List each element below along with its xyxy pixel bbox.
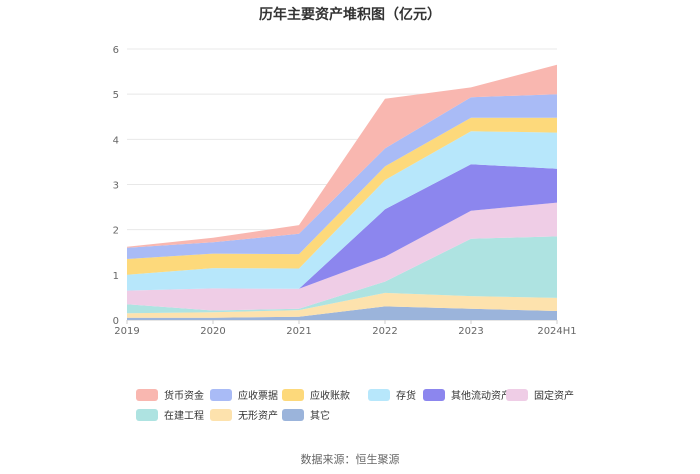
- legend-item[interactable]: 其他流动资产: [423, 387, 511, 402]
- y-tick-label: 4: [113, 135, 119, 146]
- area-series: [127, 94, 557, 259]
- y-tick-label: 2: [113, 226, 119, 237]
- y-tick-label: 1: [113, 271, 119, 282]
- legend-item[interactable]: 在建工程: [136, 407, 204, 422]
- area-series: [127, 292, 557, 318]
- legend-label: 其他流动资产: [451, 391, 511, 402]
- legend-item[interactable]: 应收账款: [282, 387, 350, 402]
- legend-item[interactable]: 无形资产: [210, 407, 278, 422]
- legend-label: 货币资金: [164, 391, 204, 402]
- x-tick-label: 2021: [286, 326, 311, 337]
- legend-swatch: [210, 408, 232, 421]
- y-tick-label: 5: [113, 90, 119, 101]
- legend-label: 应收账款: [310, 391, 350, 402]
- legend-label: 固定资产: [534, 391, 574, 402]
- area-series: [127, 202, 557, 311]
- x-tick-label: 2023: [458, 326, 483, 337]
- legend-item[interactable]: 货币资金: [136, 387, 204, 402]
- area-series: [127, 64, 557, 248]
- legend-swatch: [506, 388, 528, 401]
- chart-title: 历年主要资产堆积图（亿元）: [259, 7, 441, 23]
- legend-swatch: [282, 408, 304, 421]
- legend-item[interactable]: 存货: [368, 387, 416, 402]
- x-tick-label: 2024H1: [537, 326, 576, 337]
- area-series: [127, 164, 557, 291]
- legend-label: 存货: [396, 391, 416, 402]
- legend-label: 其它: [310, 411, 330, 422]
- area-series: [127, 236, 557, 314]
- legend-swatch: [368, 388, 390, 401]
- legend-item[interactable]: 固定资产: [506, 387, 574, 402]
- x-tick-label: 2019: [114, 326, 139, 337]
- legend-label: 应收票据: [238, 391, 278, 402]
- area-series: [127, 306, 557, 320]
- x-tick-label: 2022: [372, 326, 397, 337]
- data-source: 数据来源：恒生聚源: [300, 453, 400, 466]
- legend-swatch: [136, 408, 158, 421]
- legend-swatch: [282, 388, 304, 401]
- x-tick-label: 2020: [200, 326, 225, 337]
- legend-item[interactable]: 应收票据: [210, 387, 278, 402]
- legend-swatch: [136, 388, 158, 401]
- legend-label: 在建工程: [164, 411, 204, 422]
- legend-swatch: [423, 388, 445, 401]
- legend-item[interactable]: 其它: [282, 407, 330, 422]
- legend-swatch: [210, 388, 232, 401]
- y-tick-label: 0: [113, 316, 119, 327]
- y-tick-label: 3: [113, 181, 119, 192]
- area-series: [127, 117, 557, 275]
- area-series: [127, 131, 557, 291]
- legend-label: 无形资产: [238, 411, 278, 422]
- y-tick-label: 6: [113, 45, 119, 56]
